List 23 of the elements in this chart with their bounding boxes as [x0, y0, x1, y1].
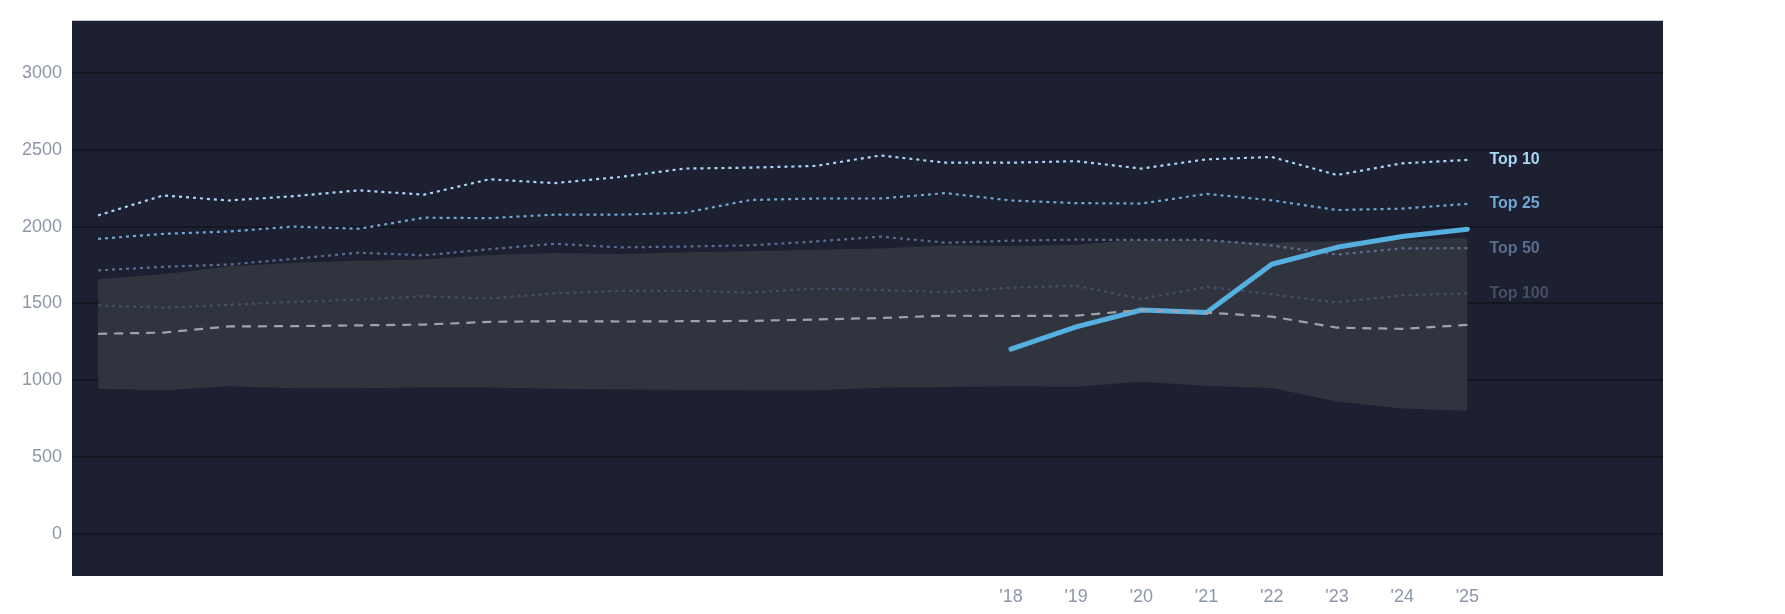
- x-tick-label: '20: [1129, 585, 1154, 606]
- series-label: Top 10: [1489, 150, 1540, 168]
- line-series: [96, 284, 1469, 309]
- y-tick-label: 1000: [21, 369, 62, 390]
- x-tick-label: '25: [1455, 585, 1480, 606]
- y-tick-label: 3000: [21, 61, 62, 82]
- x-tick-label: '21: [1194, 585, 1219, 606]
- line-series: [96, 192, 1469, 240]
- x-tick-label: '23: [1325, 585, 1349, 606]
- line-series: [96, 308, 1469, 335]
- y-tick-label: 2500: [21, 138, 62, 159]
- series-label: Top 25: [1489, 194, 1540, 212]
- y-tick-label: 0: [51, 522, 62, 543]
- y-tick-label: 500: [31, 445, 62, 466]
- x-tick-label: '24: [1390, 585, 1414, 606]
- y-tick-label: 1500: [21, 292, 62, 313]
- x-tick-label: '18: [999, 585, 1023, 606]
- line-series: [96, 154, 1469, 217]
- line-series: [96, 235, 1469, 272]
- x-tick-label: '19: [1064, 585, 1088, 606]
- x-tick-label: '22: [1260, 585, 1284, 606]
- series-label: Top 50: [1489, 238, 1540, 256]
- y-tick-label: 2000: [21, 215, 62, 236]
